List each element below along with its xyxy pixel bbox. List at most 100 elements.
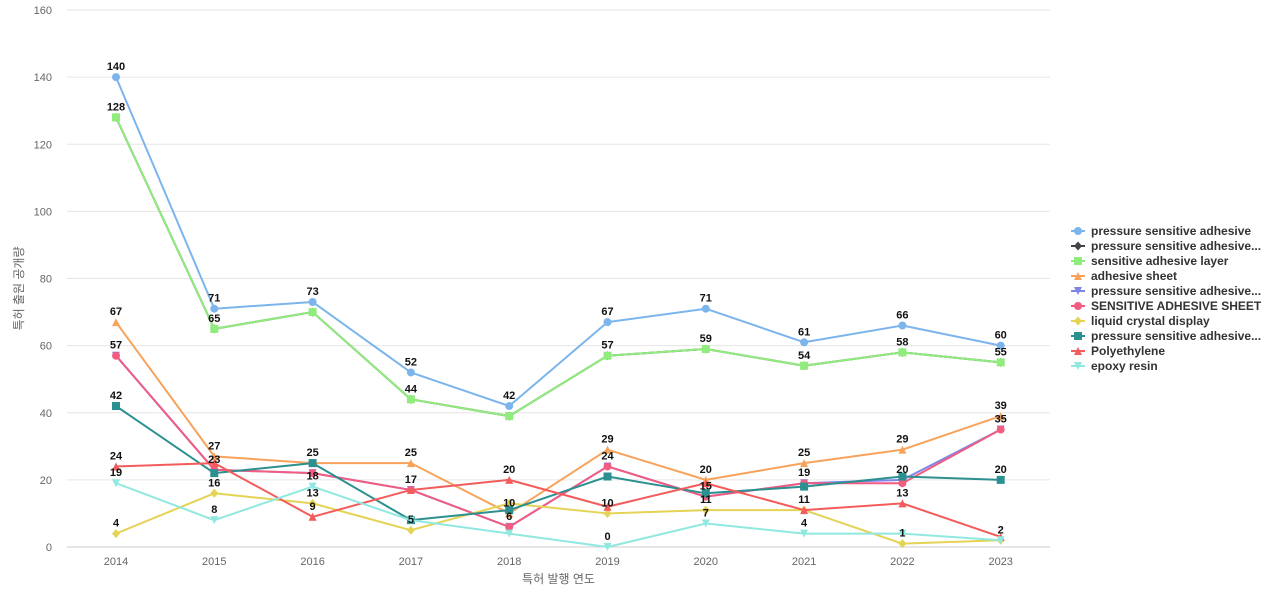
data-point-marker bbox=[505, 475, 514, 484]
data-label: 67 bbox=[110, 306, 122, 318]
series-group bbox=[112, 351, 1005, 531]
data-point-marker bbox=[112, 402, 120, 411]
data-point-marker bbox=[898, 348, 907, 357]
x-tick-label: 2014 bbox=[104, 556, 128, 568]
data-label: 24 bbox=[601, 450, 614, 462]
data-point-marker bbox=[406, 525, 415, 535]
data-label: 140 bbox=[107, 61, 125, 73]
x-tick-label: 2023 bbox=[988, 556, 1012, 568]
data-point-marker bbox=[996, 536, 1005, 545]
legend-marker-icon bbox=[1074, 332, 1082, 340]
legend-label: pressure sensitive adhesive... bbox=[1091, 239, 1261, 253]
data-label: 8 bbox=[211, 504, 217, 516]
data-point-marker bbox=[701, 479, 710, 488]
data-label: 58 bbox=[896, 336, 908, 348]
series-group bbox=[112, 351, 1005, 531]
data-label: 54 bbox=[798, 350, 811, 362]
data-label: 25 bbox=[405, 447, 417, 459]
data-point-marker bbox=[603, 445, 612, 454]
data-label: 20 bbox=[503, 464, 515, 476]
data-point-marker bbox=[898, 529, 907, 538]
data-point-marker bbox=[505, 498, 514, 508]
data-point-marker bbox=[800, 482, 809, 491]
y-tick-label: 120 bbox=[34, 139, 52, 151]
legend-item[interactable]: pressure sensitive adhesive bbox=[1071, 224, 1251, 238]
data-label: 0 bbox=[604, 531, 610, 543]
data-label: 17 bbox=[405, 474, 417, 486]
data-label: 25 bbox=[798, 447, 810, 459]
data-label: 27 bbox=[208, 440, 220, 452]
data-label: 42 bbox=[110, 390, 122, 402]
data-point-marker bbox=[505, 402, 514, 411]
legend-item[interactable]: sensitive adhesive layer bbox=[1071, 254, 1229, 268]
data-point-marker bbox=[800, 529, 809, 538]
data-point-marker bbox=[210, 516, 219, 525]
y-tick-label: 60 bbox=[40, 341, 52, 353]
legend-label: Polyethylene bbox=[1091, 344, 1165, 358]
data-point-marker bbox=[308, 308, 317, 317]
legend-item[interactable]: pressure sensitive adhesive... bbox=[1071, 239, 1261, 253]
y-tick-label: 100 bbox=[34, 206, 52, 218]
series-group bbox=[112, 459, 1005, 541]
data-point-marker bbox=[603, 351, 612, 360]
legend-marker-icon bbox=[1074, 302, 1082, 310]
legend-item[interactable]: liquid crystal display bbox=[1071, 314, 1210, 328]
data-label: 18 bbox=[306, 471, 318, 483]
legend-item[interactable]: pressure sensitive adhesive... bbox=[1071, 284, 1261, 298]
data-point-marker bbox=[701, 519, 710, 528]
data-point-marker bbox=[406, 368, 415, 377]
data-point-marker bbox=[898, 321, 907, 330]
data-point-marker bbox=[898, 472, 907, 481]
data-label: 2 bbox=[998, 524, 1004, 536]
data-label: 59 bbox=[700, 333, 712, 345]
series-group bbox=[112, 479, 1005, 551]
legend-item[interactable]: pressure sensitive adhesive... bbox=[1071, 329, 1261, 343]
legend-marker-icon bbox=[1074, 362, 1082, 370]
data-point-marker bbox=[701, 344, 710, 353]
data-label: 10 bbox=[601, 497, 613, 509]
data-point-marker bbox=[406, 395, 415, 404]
data-label: 57 bbox=[110, 340, 122, 352]
data-label: 1 bbox=[899, 528, 905, 540]
series-group bbox=[112, 113, 1005, 421]
legend-label: sensitive adhesive layer bbox=[1091, 254, 1229, 268]
data-point-marker bbox=[112, 529, 120, 539]
y-tick-label: 80 bbox=[40, 274, 52, 286]
series-line bbox=[115, 355, 1002, 528]
legend-item[interactable]: SENSITIVE ADHESIVE SHEET bbox=[1071, 299, 1262, 313]
legend-item[interactable]: Polyethylene bbox=[1071, 344, 1165, 358]
legend-label: liquid crystal display bbox=[1091, 314, 1210, 328]
data-point-marker bbox=[112, 73, 120, 82]
legend-item[interactable]: epoxy resin bbox=[1071, 359, 1158, 373]
data-label: 44 bbox=[405, 383, 418, 395]
x-tick-label: 2020 bbox=[694, 556, 718, 568]
legend-marker-icon bbox=[1074, 316, 1082, 326]
data-point-marker bbox=[898, 479, 907, 488]
data-label: 5 bbox=[408, 514, 414, 526]
data-label: 71 bbox=[700, 293, 712, 305]
legend-marker-icon bbox=[1074, 287, 1082, 295]
legend-marker-icon bbox=[1074, 257, 1082, 265]
legend-marker-icon bbox=[1074, 241, 1082, 251]
data-point-marker bbox=[898, 539, 907, 549]
x-axis-title: 특허 발행 연도 bbox=[522, 571, 595, 586]
series-line bbox=[115, 76, 1001, 408]
data-point-marker bbox=[112, 113, 120, 122]
data-point-marker bbox=[406, 485, 415, 494]
data-label: 11 bbox=[700, 494, 712, 506]
data-point-marker bbox=[112, 351, 120, 360]
x-tick-label: 2016 bbox=[300, 556, 324, 568]
data-point-marker bbox=[112, 479, 120, 488]
data-point-marker bbox=[210, 459, 219, 468]
series-group bbox=[112, 318, 1005, 518]
data-point-marker bbox=[701, 304, 710, 313]
data-point-marker bbox=[308, 459, 317, 468]
data-label: 25 bbox=[306, 447, 318, 459]
legend-item[interactable]: adhesive sheet bbox=[1071, 269, 1177, 283]
data-label: 29 bbox=[601, 434, 613, 446]
x-tick-label: 2018 bbox=[497, 556, 521, 568]
y-tick-label: 0 bbox=[46, 542, 52, 554]
